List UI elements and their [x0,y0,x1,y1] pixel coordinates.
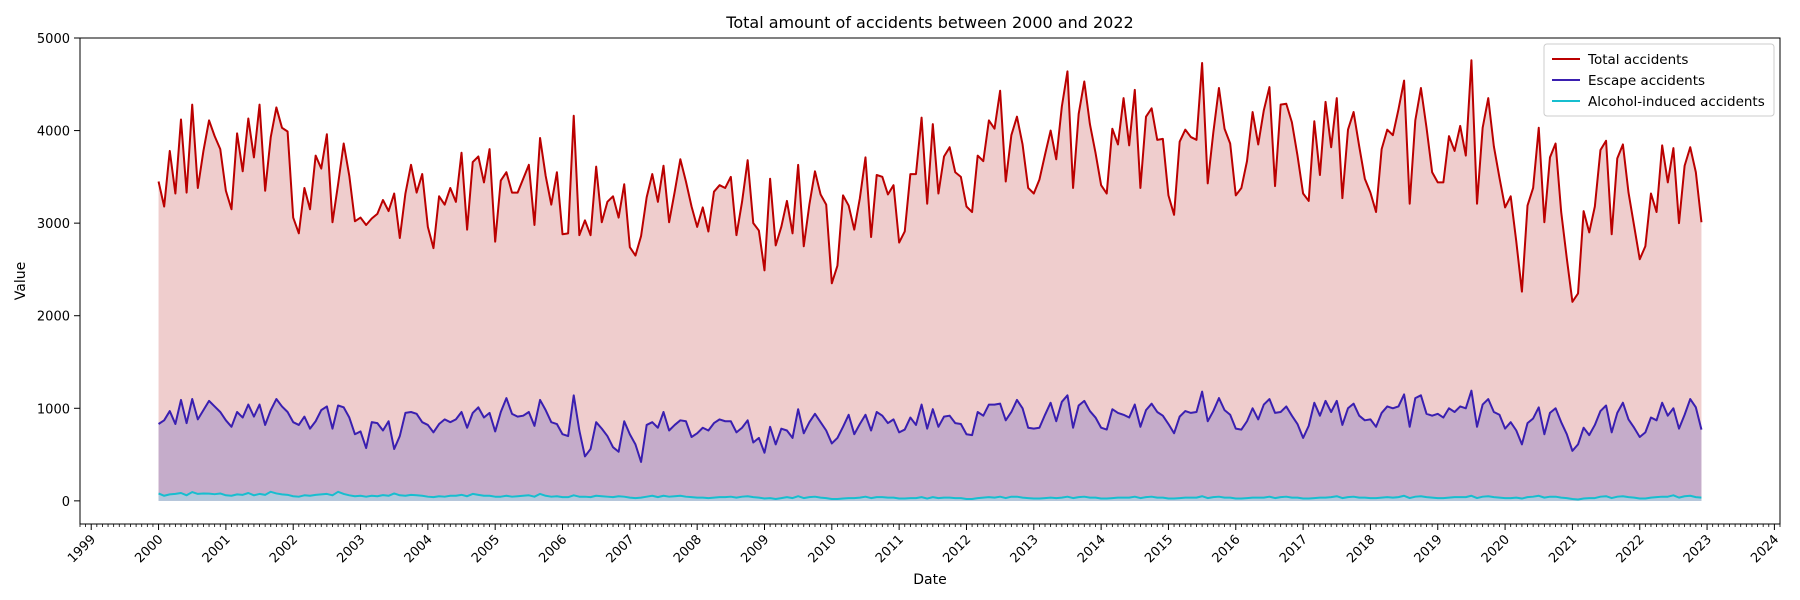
x-tick-label: 2019 [1412,532,1446,566]
series-line-1 [157,389,1703,463]
series-fill-1 [158,390,1702,501]
x-tick-label: 2011 [873,532,907,566]
y-tick-label: 0 [62,495,70,510]
y-axis: 0 1000 2000 3000 4000 5000 [37,32,80,510]
x-tick-label: 1999 [65,532,99,566]
x-tick-label: 2001 [200,532,234,566]
x-tick-label: 2016 [1210,532,1244,566]
x-tick-label: 2020 [1479,532,1513,566]
x-tick-label: 2012 [940,532,974,566]
x-tick-label: 2017 [1277,532,1311,566]
x-tick-label: 2002 [267,532,301,566]
series-line-0 [157,59,1703,303]
series-lines [157,59,1703,501]
x-tick-label: 2021 [1546,532,1580,566]
x-tick-label: 2005 [469,532,503,566]
legend: Total accidents Escape accidents Alcohol-i… [1543,43,1775,117]
x-tick-label: 2015 [1142,532,1176,566]
plot-frame [79,37,1781,525]
x-tick-label: 2007 [604,532,638,566]
legend-label-1: Escape accidents [1588,73,1705,89]
legend-label-2: Alcohol-induced accidents [1588,94,1765,110]
y-tick-label: 2000 [37,310,70,325]
x-tick-label: 2014 [1075,532,1109,566]
legend-label-0: Total accidents [1587,52,1688,68]
series-fills [158,60,1702,501]
x-tick-label: 2018 [1344,532,1378,566]
x-tick-label: 2006 [536,532,570,566]
y-tick-label: 4000 [37,125,70,140]
x-axis: 1999 2000 2001 2002 2003 2004 2005 2006 2007 2008… [65,524,1782,566]
y-axis-title: Value [13,262,29,300]
y-tick-label: 1000 [37,402,70,417]
x-tick-label: 2004 [402,532,436,566]
y-tick-label: 3000 [37,217,70,232]
x-tick-label: 2008 [671,532,705,566]
x-axis-title: Date [913,572,946,588]
x-tick-label: 2003 [334,532,368,566]
series-line-2 [158,490,1702,501]
x-tick-label: 2023 [1681,532,1715,566]
chart-title: Total amount of accidents between 2000 a… [725,13,1133,32]
x-tick-label: 2022 [1614,532,1648,566]
legend-box [1543,43,1775,117]
x-tick-label: 2010 [806,532,840,566]
x-tick-label: 2000 [132,532,166,566]
x-tick-label: 2024 [1748,532,1782,566]
y-tick-label: 5000 [37,32,70,47]
x-tick-label: 2013 [1008,532,1042,566]
x-tick-label: 2009 [738,532,772,566]
